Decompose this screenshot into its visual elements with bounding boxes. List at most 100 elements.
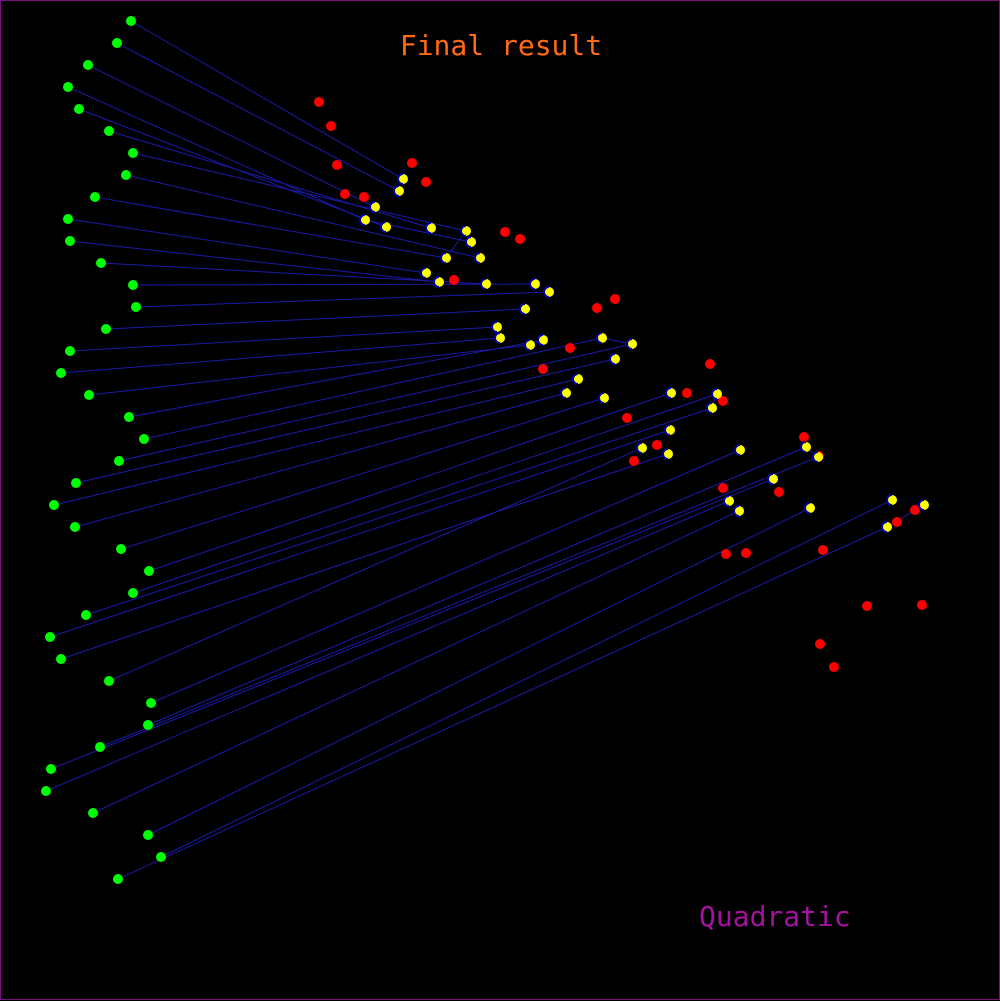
mapped-point-ring xyxy=(572,373,579,385)
mapped-point xyxy=(441,253,451,263)
correspondence-link xyxy=(67,86,366,221)
source-point xyxy=(112,38,122,48)
correspondence-link xyxy=(69,326,498,352)
source-point xyxy=(70,522,80,532)
source-point xyxy=(104,126,114,136)
source-point xyxy=(124,412,134,422)
correspondence-link xyxy=(45,500,730,792)
mapped-point xyxy=(492,322,502,332)
source-point xyxy=(146,698,156,708)
mapped-point xyxy=(768,474,778,484)
source-point xyxy=(65,236,75,246)
correspondence-link xyxy=(75,358,616,484)
correspondence-link xyxy=(132,152,467,232)
mapped-point-ring xyxy=(812,451,819,463)
mapped-point xyxy=(421,268,431,278)
target-point xyxy=(622,413,632,423)
mapped-point-ring xyxy=(662,448,669,460)
target-point xyxy=(829,662,839,672)
correspondence-link xyxy=(60,453,669,660)
target-point xyxy=(359,192,369,202)
mapped-point-ring xyxy=(474,252,481,264)
target-point xyxy=(705,359,715,369)
correspondence-link xyxy=(108,447,643,682)
target-point xyxy=(332,160,342,170)
target-point xyxy=(718,483,728,493)
mapped-point-ring xyxy=(491,321,498,333)
correspondence-link xyxy=(67,218,427,274)
source-point xyxy=(95,742,105,752)
mapped-point-ring xyxy=(420,267,427,279)
mapped-point-ring xyxy=(733,505,740,517)
mapped-point-ring xyxy=(460,225,467,237)
source-point xyxy=(101,324,111,334)
target-point xyxy=(326,121,336,131)
mapped-point xyxy=(461,226,471,236)
mapped-neighbor-link xyxy=(364,219,472,243)
target-point xyxy=(799,432,809,442)
source-point xyxy=(84,390,94,400)
mapped-point xyxy=(495,333,505,343)
correspondence-link xyxy=(99,456,819,748)
source-point xyxy=(143,830,153,840)
mapped-point xyxy=(663,449,673,459)
source-point xyxy=(45,632,55,642)
mapped-layer xyxy=(359,173,929,533)
mapped-point xyxy=(520,304,530,314)
source-point xyxy=(65,346,75,356)
mapped-point xyxy=(398,174,408,184)
mapped-point xyxy=(538,335,548,345)
mapped-point xyxy=(381,222,391,232)
correspondence-link xyxy=(49,429,671,638)
target-point xyxy=(862,601,872,611)
correspondence-link xyxy=(88,344,531,396)
mapped-point xyxy=(544,287,554,297)
mapped-point xyxy=(610,354,620,364)
mapped-point xyxy=(707,403,717,413)
mapped-point-ring xyxy=(711,388,718,400)
mapped-point xyxy=(665,425,675,435)
mapped-point xyxy=(712,389,722,399)
source-point xyxy=(139,434,149,444)
correspondence-link xyxy=(118,343,633,462)
mapped-point-ring xyxy=(425,222,432,234)
mapped-point xyxy=(597,333,607,343)
mapped-point-ring xyxy=(665,387,672,399)
mapped-point xyxy=(882,522,892,532)
mapped-point-ring xyxy=(529,278,536,290)
mapped-point-ring xyxy=(560,387,567,399)
mapped-point-ring xyxy=(800,441,807,453)
mapped-point-ring xyxy=(881,521,888,533)
mapped-point-ring xyxy=(609,353,616,365)
mapped-point-ring xyxy=(596,332,603,344)
source-point xyxy=(104,676,114,686)
target-point xyxy=(917,600,927,610)
correspondence-link xyxy=(69,240,440,283)
mapped-point-ring xyxy=(359,214,366,226)
target-point xyxy=(565,343,575,353)
target-point xyxy=(538,364,548,374)
mapped-point xyxy=(434,277,444,287)
correspondence-link xyxy=(160,499,893,858)
transform-mode-label: Quadratic xyxy=(699,900,851,933)
mapped-point xyxy=(627,339,637,349)
target-point xyxy=(610,294,620,304)
source-point xyxy=(143,720,153,730)
mapped-point xyxy=(801,442,811,452)
source-point xyxy=(74,104,84,114)
mapped-point xyxy=(734,506,744,516)
target-point xyxy=(774,487,784,497)
mapped-point xyxy=(525,340,535,350)
mapped-point xyxy=(394,186,404,196)
target-point xyxy=(652,440,662,450)
mapped-point xyxy=(360,215,370,225)
target-point xyxy=(515,234,525,244)
mapped-point-ring xyxy=(664,424,671,436)
target-point xyxy=(314,97,324,107)
mapped-point xyxy=(561,388,571,398)
correspondence-link xyxy=(85,407,713,616)
mapped-point-ring xyxy=(886,494,893,506)
target-point xyxy=(629,456,639,466)
mapped-point xyxy=(481,279,491,289)
correspondence-link xyxy=(87,64,376,208)
